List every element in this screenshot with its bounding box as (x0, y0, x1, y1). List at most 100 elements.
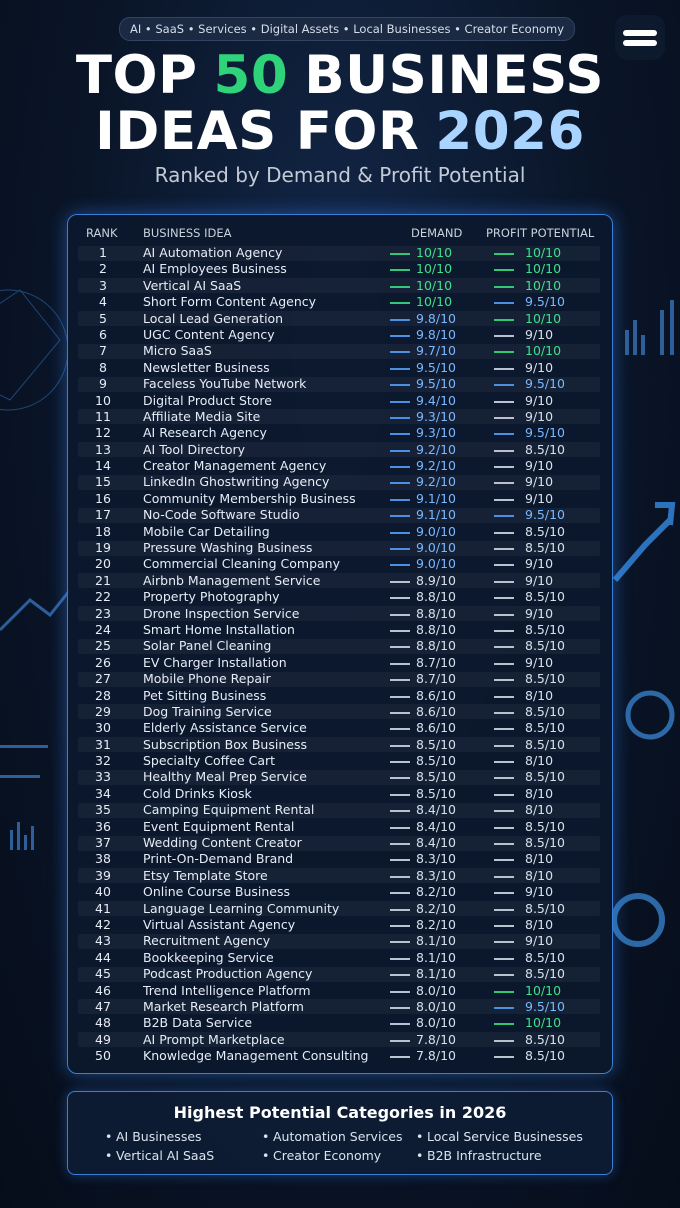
profit-potential: 10/10 (525, 1015, 562, 1031)
demand-dash (390, 449, 410, 452)
footer-title: Highest Potential Categories in 2026 (173, 1103, 507, 1122)
demand-dash (390, 711, 410, 714)
business-idea: Virtual Assistant Agency (143, 916, 296, 932)
row-background (78, 343, 600, 359)
row-background (78, 311, 600, 327)
demand: 9.4/10 (416, 392, 456, 408)
demand: 9.8/10 (416, 310, 456, 326)
profit-potential: 10/10 (525, 277, 562, 293)
business-idea: Local Lead Generation (143, 310, 284, 326)
demand: 8.3/10 (416, 851, 456, 867)
title-line: TOP 50 BUSINESS (0, 47, 680, 105)
profit-potential: 8.5/10 (525, 835, 565, 851)
business-idea: Solar Panel Cleaning (143, 638, 272, 654)
business-idea: Micro SaaS (143, 343, 212, 359)
business-idea: Healthy Meal Prep Service (143, 769, 307, 785)
demand: 8.5/10 (416, 785, 456, 801)
demand: 8.6/10 (416, 720, 456, 736)
rank: 30 (95, 720, 111, 736)
demand: 8.1/10 (416, 933, 456, 949)
business-idea: Pressure Washing Business (143, 540, 313, 556)
profit-potential: 10/10 (525, 310, 562, 326)
rank: 31 (95, 736, 111, 752)
rank: 20 (95, 556, 111, 572)
demand: 8.0/10 (416, 1015, 456, 1031)
demand-dash (390, 367, 410, 370)
row-background (78, 376, 600, 392)
profit-potential: 9/10 (525, 408, 554, 424)
profit-potential: 8.5/10 (525, 966, 565, 982)
demand: 8.4/10 (416, 835, 456, 851)
profit-dash (494, 531, 514, 534)
rank: 35 (95, 802, 111, 818)
row-background (78, 933, 600, 949)
rank: 36 (95, 818, 111, 834)
profit-dash (494, 597, 514, 600)
rank: 27 (95, 671, 111, 687)
profit-dash (494, 810, 514, 813)
demand: 8.1/10 (416, 949, 456, 965)
demand: 8.3/10 (416, 867, 456, 883)
rank: 48 (95, 1015, 111, 1031)
bullet: • (105, 1148, 113, 1163)
title-line: IDEAS FOR 2026 (0, 103, 680, 161)
rank: 40 (95, 884, 111, 900)
demand: 9.3/10 (416, 408, 456, 424)
rank: 32 (95, 753, 111, 769)
demand: 9.5/10 (416, 376, 456, 392)
demand-dash (390, 810, 410, 813)
profit-dash (494, 1023, 514, 1026)
demand-dash (390, 990, 410, 993)
profit-potential: 9/10 (525, 654, 554, 670)
rank: 33 (95, 769, 111, 785)
demand-dash (390, 253, 410, 255)
profit-dash (494, 515, 514, 518)
demand-dash (390, 269, 410, 272)
demand-dash (390, 466, 410, 469)
profit-dash (494, 253, 514, 255)
profit-potential: 8.5/10 (525, 589, 565, 605)
demand-dash (390, 1056, 410, 1059)
bullet: • (262, 1148, 270, 1163)
profit-dash (494, 974, 514, 977)
business-idea: Faceless YouTube Network (143, 376, 307, 392)
profit-potential: 8.5/10 (525, 900, 565, 916)
profit-dash (494, 859, 514, 862)
rank: 12 (95, 425, 111, 441)
column-header: PROFIT POTENTIAL (486, 226, 595, 240)
demand-dash (390, 761, 410, 764)
rank: 28 (95, 687, 111, 703)
profit-dash (494, 384, 514, 387)
demand-dash (390, 302, 410, 305)
rank: 2 (99, 261, 107, 277)
business-idea: Digital Product Store (143, 392, 272, 408)
profit-potential: 9/10 (525, 326, 554, 342)
business-idea: AI Prompt Marketplace (143, 1031, 285, 1047)
demand-dash (390, 875, 410, 878)
demand-dash (390, 1039, 410, 1042)
rank: 3 (99, 277, 107, 293)
profit-potential: 9.5/10 (525, 294, 565, 310)
category: Creator Economy (273, 1148, 382, 1163)
business-idea: AI Tool Directory (143, 441, 246, 457)
business-idea: Elderly Assistance Service (143, 720, 307, 736)
profit-dash (494, 318, 514, 321)
business-idea: Specialty Coffee Cart (143, 753, 276, 769)
profit-potential: 8.5/10 (525, 638, 565, 654)
demand: 8.8/10 (416, 589, 456, 605)
rank: 4 (99, 294, 107, 310)
rank: 47 (95, 998, 111, 1014)
business-idea: AI Automation Agency (143, 245, 283, 260)
rank: 8 (99, 359, 107, 375)
demand: 9.2/10 (416, 474, 456, 490)
demand-dash (390, 400, 410, 403)
category: B2B Infrastructure (427, 1148, 542, 1163)
demand: 8.2/10 (416, 916, 456, 932)
profit-potential: 8.5/10 (525, 441, 565, 457)
business-idea: Trend Intelligence Platform (143, 982, 311, 998)
row-background (78, 671, 600, 687)
demand: 10/10 (416, 261, 453, 277)
profit-potential: 8/10 (525, 851, 554, 867)
